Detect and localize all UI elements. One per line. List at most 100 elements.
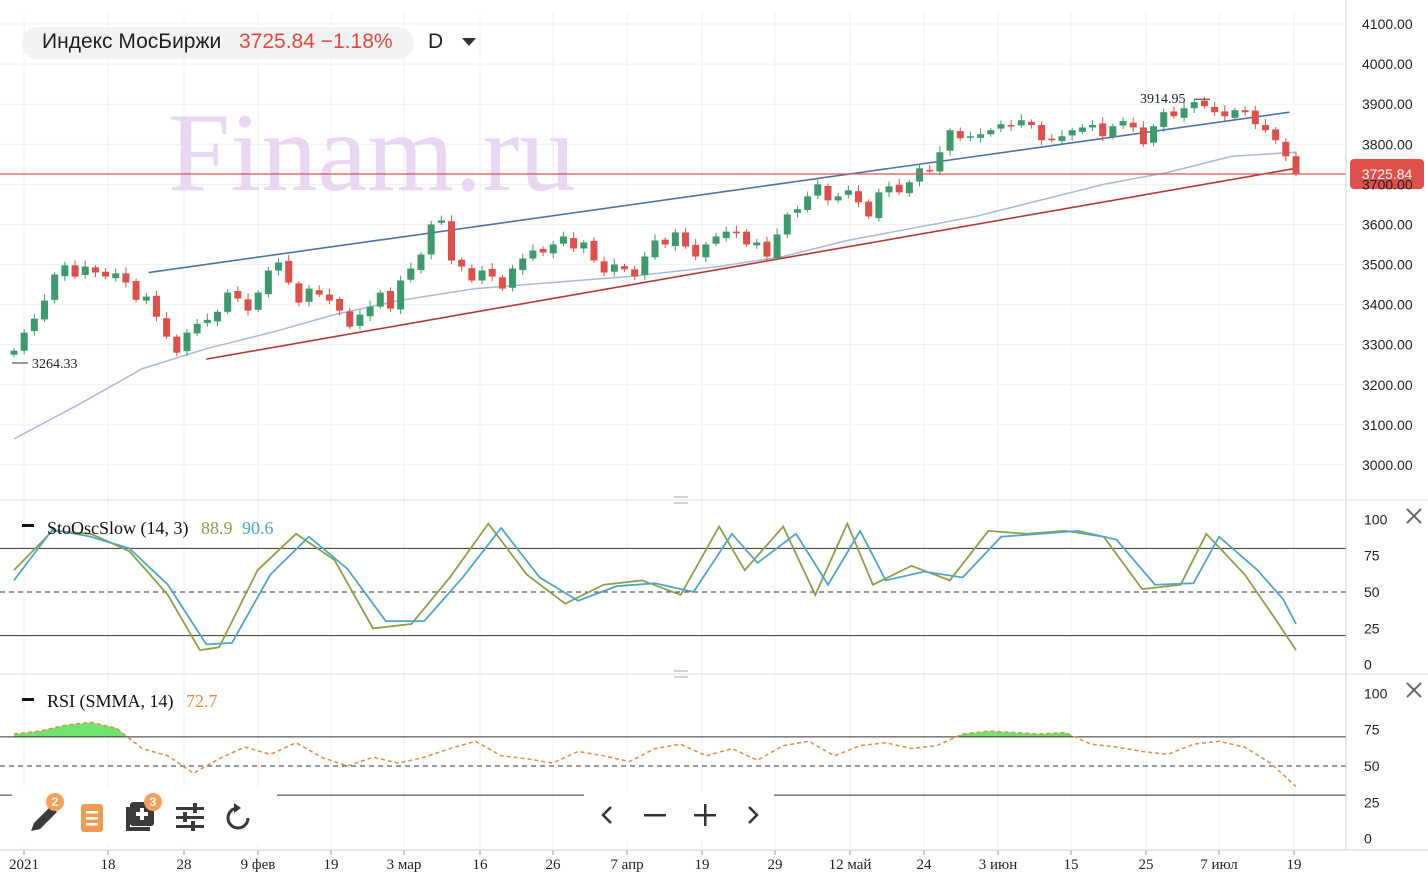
candle (549, 244, 557, 254)
candle (356, 314, 364, 326)
rsi-y-tick-label: 100 (1364, 685, 1388, 701)
candle (1160, 112, 1168, 128)
close-stoch-icon[interactable] (1406, 508, 1422, 524)
x-tick-label: 3 мар (387, 857, 422, 873)
x-tick-label: 29 (768, 857, 783, 873)
candle (1109, 126, 1117, 138)
candle (580, 242, 588, 249)
chevron-left-icon[interactable] (590, 798, 626, 834)
y-tick-label: 4100.00 (1362, 16, 1413, 32)
zoom-in-icon[interactable] (688, 798, 724, 834)
candle (854, 191, 862, 203)
candle (213, 311, 221, 322)
candle (712, 236, 720, 244)
y-tick-label: 3500.00 (1362, 257, 1413, 273)
candle (91, 267, 99, 273)
candle (834, 196, 842, 201)
candle (376, 292, 384, 307)
candle (458, 259, 466, 267)
rsi-overbought-fill (14, 722, 1075, 737)
rsi-y-tick-label: 50 (1364, 758, 1380, 774)
candle (1058, 136, 1066, 142)
settings-sliders-icon[interactable] (174, 802, 210, 838)
candle (71, 265, 79, 277)
stoch-k-value: 88.9 (201, 518, 233, 538)
pencil-icon[interactable] (26, 800, 62, 836)
candle (610, 264, 618, 272)
x-tick-label: 9 фев (241, 857, 276, 873)
candle (692, 244, 700, 257)
candle (1129, 122, 1137, 128)
symbol-header[interactable] (22, 27, 414, 59)
x-tick-label: 24 (917, 857, 933, 873)
candle (1251, 110, 1259, 125)
candle (936, 152, 944, 172)
candle (244, 299, 252, 311)
x-tick-label: 15 (1064, 857, 1079, 873)
watermark: Finam.ru (168, 91, 576, 215)
rsi-toggle-icon[interactable] (22, 698, 34, 701)
reset-icon[interactable] (222, 800, 258, 836)
stochastic-plot (0, 521, 1346, 652)
candle (671, 232, 679, 247)
candle (366, 306, 374, 317)
candle (1261, 125, 1269, 131)
candle (102, 271, 110, 277)
candle (1068, 130, 1076, 136)
candle (81, 266, 89, 275)
candle (488, 268, 496, 277)
candle (1139, 127, 1147, 145)
x-tick-label: 18 (101, 857, 116, 873)
x-tick-label: 28 (177, 857, 192, 873)
candle (529, 250, 537, 259)
low-annotation: 3264.33 (32, 357, 78, 372)
candle (1190, 102, 1198, 109)
candle (305, 288, 313, 302)
candle (570, 238, 578, 249)
candle (793, 209, 801, 213)
x-tick-label: 19 (695, 857, 710, 873)
x-tick-label: 7 июл (1200, 857, 1238, 873)
candle (753, 242, 761, 246)
candle (1200, 100, 1208, 107)
rsi-y-tick-label: 75 (1364, 722, 1380, 738)
candle (885, 186, 893, 193)
zoom-out-icon[interactable] (638, 798, 674, 834)
candle (325, 294, 333, 301)
candle (1241, 110, 1249, 113)
support-trend-line (206, 167, 1297, 360)
stoch-d-line (13, 526, 1297, 646)
candle (1017, 120, 1025, 126)
candle (631, 269, 639, 277)
candle (722, 231, 730, 239)
chevron-down-icon[interactable] (462, 38, 476, 46)
candle (264, 270, 272, 295)
stoch-k-line (13, 521, 1297, 652)
candle (397, 280, 405, 310)
chevron-right-icon[interactable] (736, 798, 772, 834)
stoch-toggle-icon[interactable] (22, 524, 34, 527)
moving-average-line (13, 151, 1297, 440)
high-annotation: 3914.95 (1140, 92, 1186, 107)
candle (193, 323, 201, 334)
candle (1292, 156, 1300, 174)
candle (1027, 121, 1035, 126)
bottom-left-toolbar: 2 3 (12, 788, 277, 844)
candle (1211, 106, 1219, 113)
candle (152, 295, 160, 317)
list-icon[interactable] (78, 802, 114, 838)
rsi-value: 72.7 (186, 691, 218, 711)
close-rsi-icon[interactable] (1406, 682, 1422, 698)
x-tick-label: 16 (473, 857, 489, 873)
candle (10, 350, 18, 355)
candle (448, 221, 456, 261)
candle (661, 239, 669, 245)
candle (926, 169, 934, 172)
candle (234, 290, 242, 299)
timeframe-selector[interactable]: D (428, 30, 444, 53)
symbol-name[interactable]: Индекс МосБиржи (42, 30, 222, 53)
chart-grid (0, 12, 1346, 848)
candle (1272, 129, 1280, 141)
